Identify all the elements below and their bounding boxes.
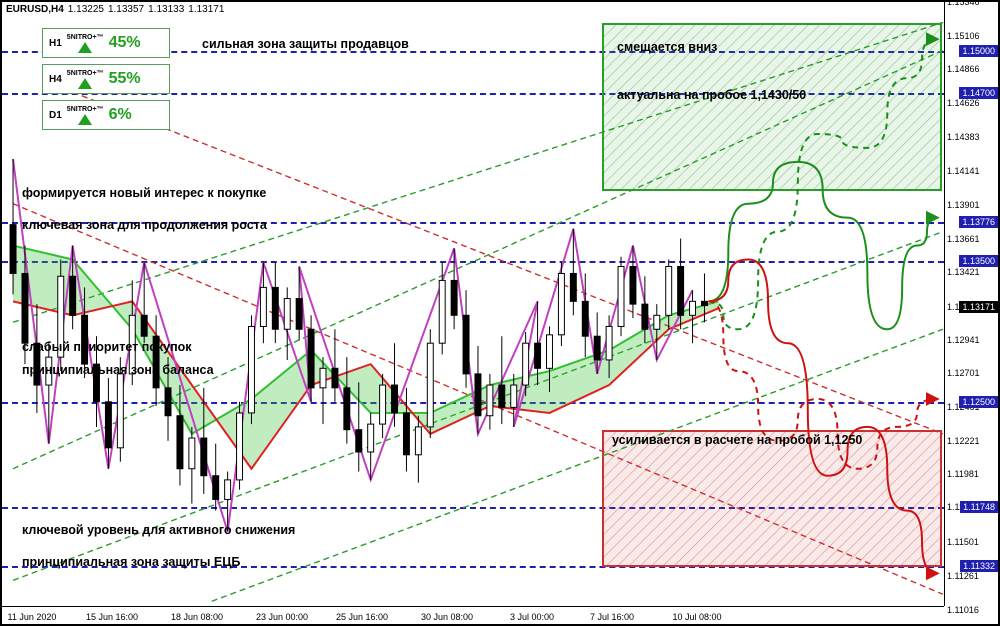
price-level-label: 1.13500: [959, 255, 998, 267]
indicator-brand: 5NITRO+™: [67, 106, 104, 113]
indicator-panel[interactable]: H4 5NITRO+™ 55%: [42, 64, 170, 94]
chart-annotation: ключевой уровень для активного снижения: [22, 523, 295, 537]
chart-annotation: сильная зона защиты продавцов: [202, 37, 409, 51]
y-tick: 1.13421: [947, 267, 980, 277]
y-tick: 1.14626: [947, 98, 980, 108]
y-tick: 1.13661: [947, 234, 980, 244]
indicator-brand: 5NITRO+™: [67, 70, 104, 77]
chart-annotation: принципиальная зона защиты ЕЦБ: [22, 555, 240, 569]
chart-annotation: формируется новый интерес к покупке: [22, 186, 266, 200]
ohlc-low: 1.13133: [148, 4, 184, 15]
x-tick: 18 Jun 08:00: [171, 612, 223, 622]
price-level-label: 1.15000: [959, 45, 998, 57]
indicator-panel[interactable]: D1 5NITRO+™ 6%: [42, 100, 170, 130]
price-level-label: 1.11748: [960, 501, 998, 513]
y-axis: 1.15346 1.15106 1.14866 1.14626 1.14383 1.141…: [944, 2, 998, 606]
indicator-value: 55%: [109, 70, 141, 88]
x-tick: 10 Jul 08:00: [672, 612, 721, 622]
chart-annotation: принципиальная зона баланса: [22, 363, 214, 377]
price-level-label: 1.13171: [959, 301, 998, 313]
chart-annotation: ключевая зона для продолжения роста: [22, 218, 267, 232]
ohlc-close: 1.13171: [188, 4, 224, 15]
indicator-timeframe: H4: [49, 74, 62, 85]
y-tick: 1.14866: [947, 64, 980, 74]
indicator-value: 45%: [109, 34, 141, 52]
x-axis: 11 Jun 2020 15 Jun 16:00 18 Jun 08:00 23 Ju…: [2, 606, 944, 624]
forecast-zone-box[interactable]: [602, 430, 942, 568]
indicator-value: 6%: [109, 106, 132, 124]
x-tick: 23 Jun 00:00: [256, 612, 308, 622]
y-tick: 1.14383: [947, 132, 980, 142]
ohlc-open: 1.13225: [68, 4, 104, 15]
triangle-up-icon: [78, 42, 92, 53]
chart-plot-area[interactable]: EURUSD,H4 1.13225 1.13357 1.13133 1.1317…: [2, 2, 944, 606]
indicator-timeframe: H1: [49, 38, 62, 49]
price-level-label: 1.13776: [959, 216, 998, 228]
horizontal-level-line[interactable]: [2, 261, 944, 263]
indicator-panel[interactable]: H1 5NITRO+™ 45%: [42, 28, 170, 58]
y-tick: 1.11981: [947, 469, 979, 479]
y-tick: 1.14141: [947, 166, 980, 176]
y-tick: 1.12221: [947, 436, 980, 446]
x-tick: 30 Jun 08:00: [421, 612, 473, 622]
chart-wrapper: EURUSD,H4 1.13225 1.13357 1.13133 1.1317…: [0, 0, 1000, 626]
y-tick: 1.15106: [947, 31, 980, 41]
x-tick: 15 Jun 16:00: [86, 612, 138, 622]
x-tick: 7 Jul 16:00: [590, 612, 634, 622]
y-tick: 1.11501: [947, 537, 979, 547]
chart-annotation: актуальна на пробое 1,1430/50: [617, 88, 806, 102]
price-level-label: 1.12500: [959, 396, 998, 408]
ohlc-high: 1.13357: [108, 4, 144, 15]
triangle-up-icon: [78, 114, 92, 125]
chart-annotation: усиливается в расчете на пробой 1,1250: [612, 433, 862, 447]
y-tick: 1.15346: [947, 0, 980, 7]
y-tick: 1.11016: [947, 605, 979, 615]
horizontal-level-line[interactable]: [2, 402, 944, 404]
x-tick: 3 Jul 00:00: [510, 612, 554, 622]
chart-annotation: смещается вниз: [617, 40, 717, 54]
chart-title-bar: EURUSD,H4 1.13225 1.13357 1.13133 1.1317…: [6, 4, 224, 15]
x-tick: 25 Jun 16:00: [336, 612, 388, 622]
chart-annotation: слабый приоритет покупок: [22, 340, 192, 354]
x-tick: 11 Jun 2020: [8, 612, 57, 622]
instrument-label: EURUSD,H4: [6, 4, 64, 15]
indicator-timeframe: D1: [49, 110, 62, 121]
y-tick: 1.13901: [947, 200, 980, 210]
triangle-up-icon: [78, 78, 92, 89]
y-tick: 1.11261: [947, 571, 979, 581]
price-level-label: 1.14700: [959, 87, 998, 99]
indicator-brand: 5NITRO+™: [67, 34, 104, 41]
price-level-label: 1.11332: [960, 560, 998, 572]
y-tick: 1.12941: [947, 335, 980, 345]
y-tick: 1.12701: [947, 368, 980, 378]
